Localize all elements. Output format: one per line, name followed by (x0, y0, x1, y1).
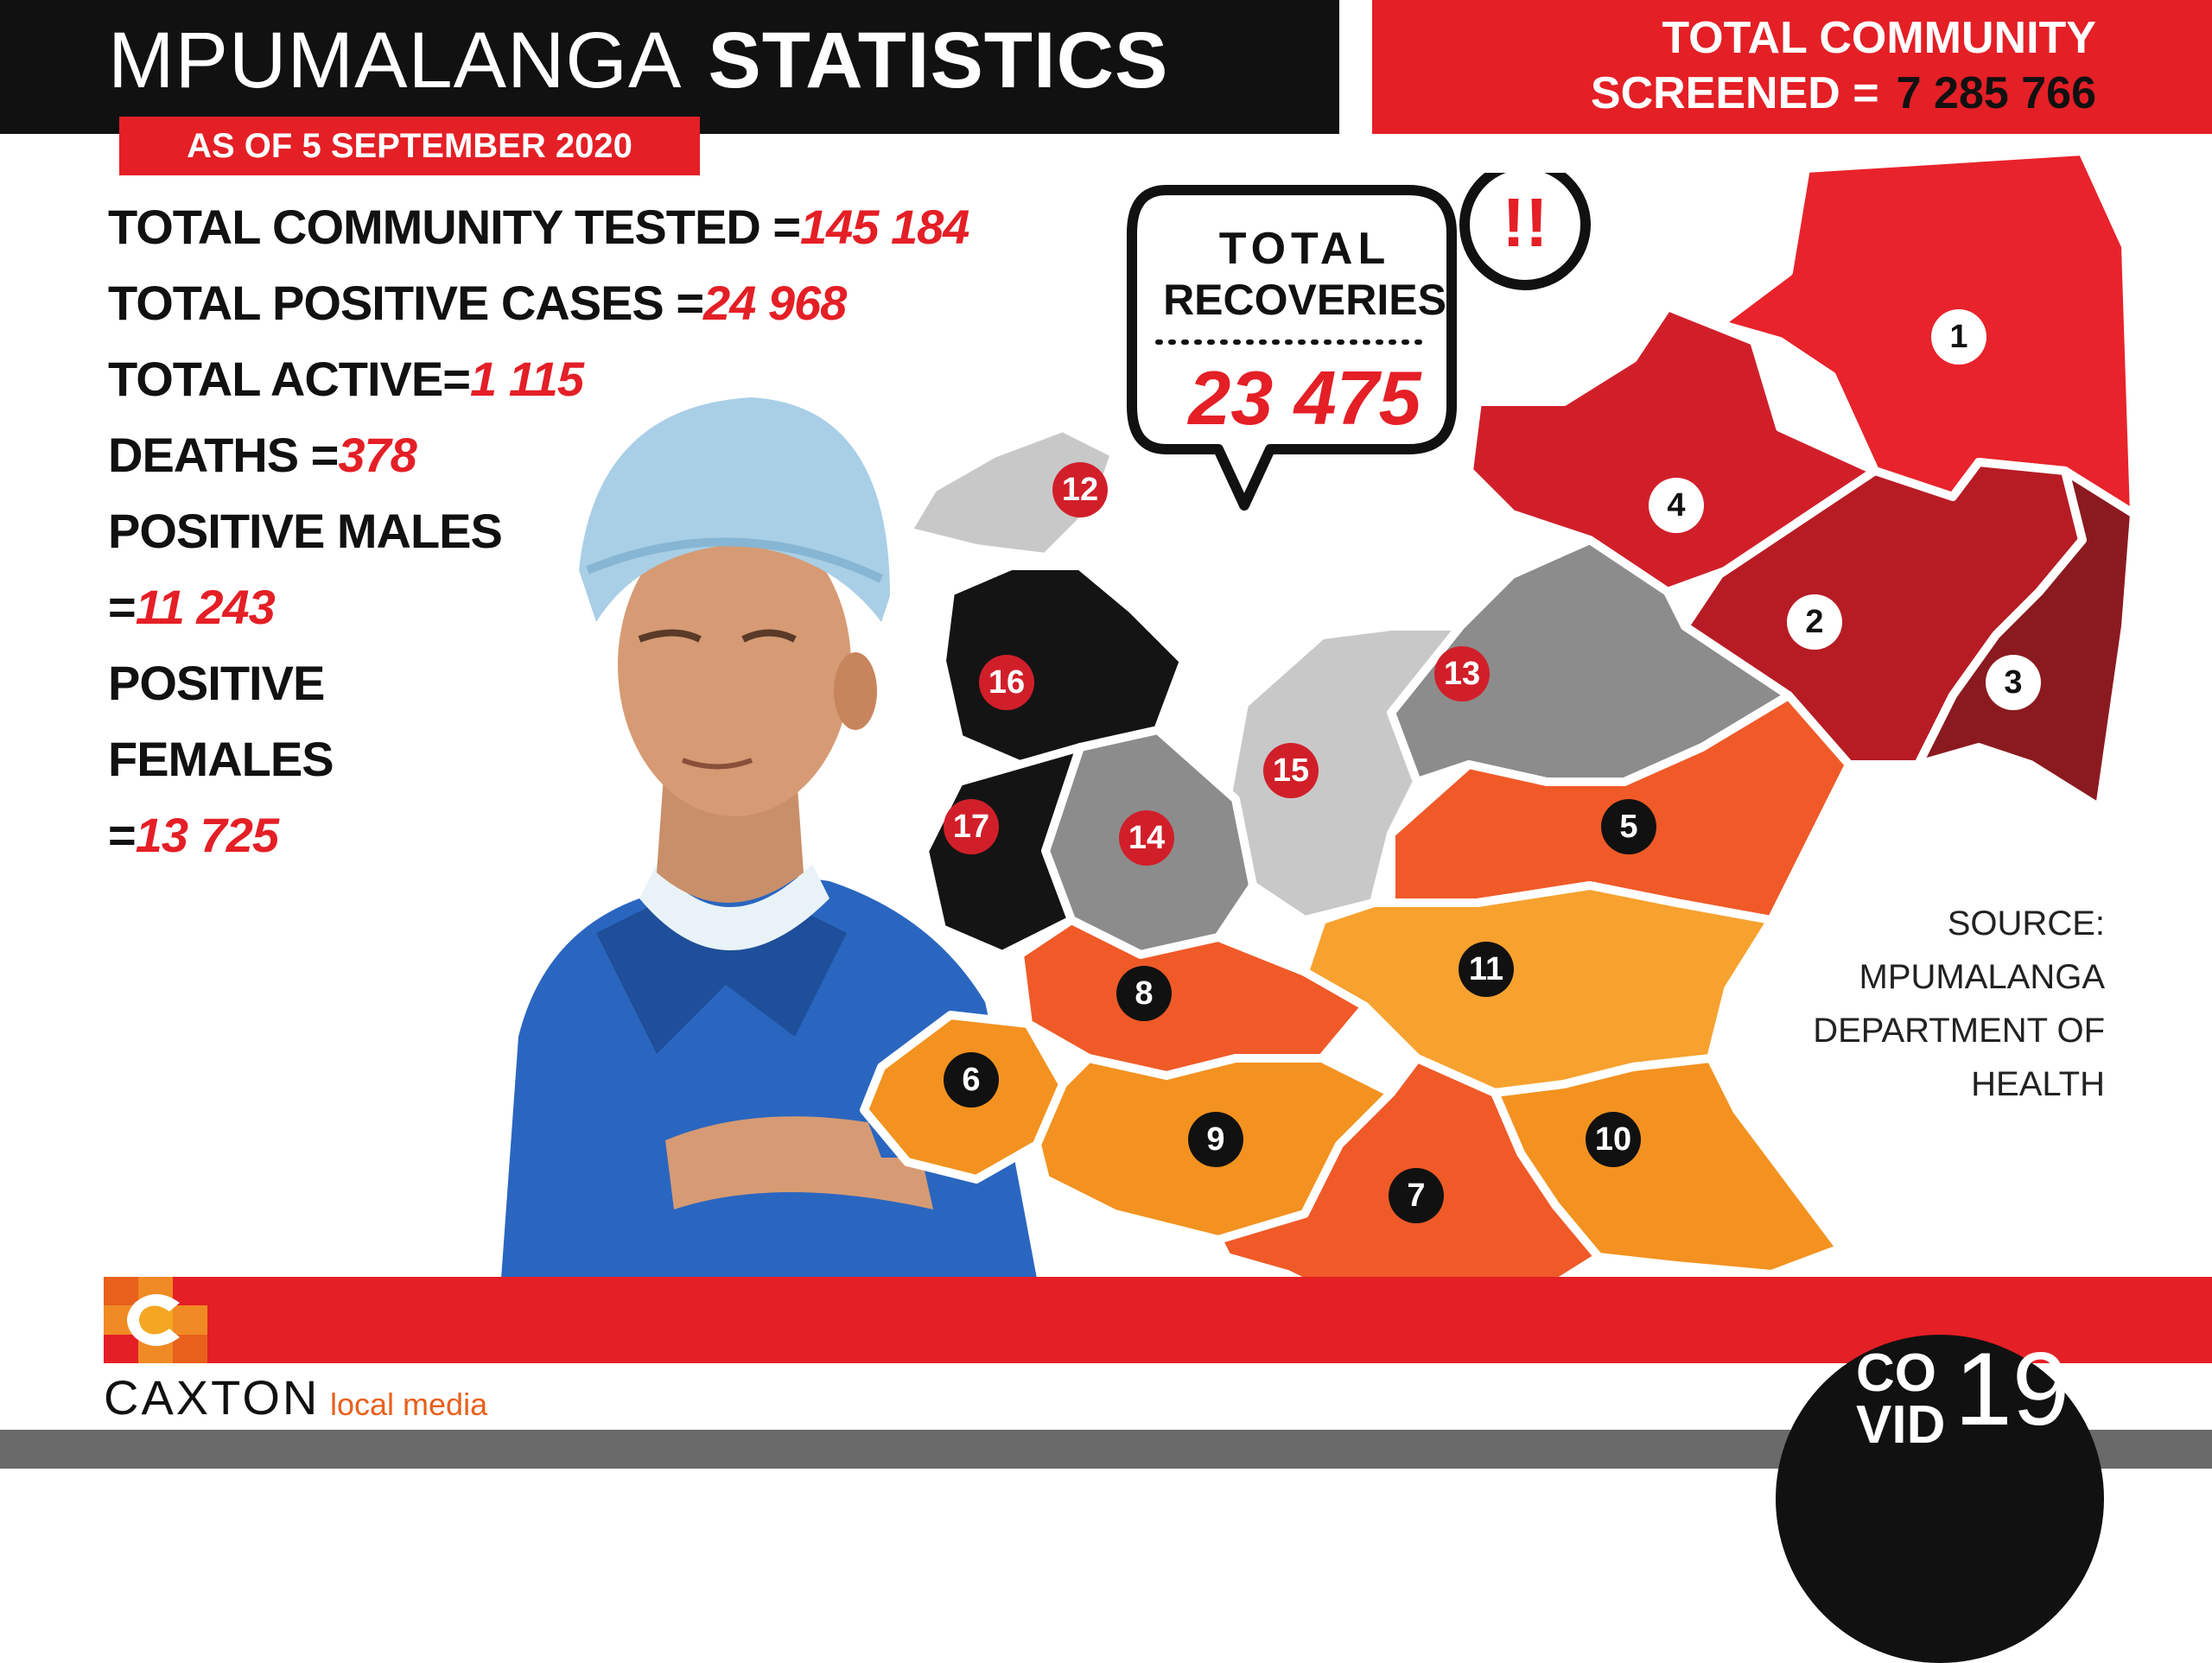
stat-value: 24 968 (703, 276, 847, 330)
stat-value: 13 725 (135, 808, 279, 862)
region-badge-8: 8 (1116, 966, 1172, 1021)
region-badge-6: 6 (944, 1052, 999, 1108)
covid-number: 19 (1955, 1331, 2070, 1447)
region-badge-5: 5 (1601, 799, 1656, 854)
screened-label-line2: SCREENED = 7 285 766 (1372, 67, 2096, 119)
region-15 (1223, 622, 1465, 924)
stat-deaths: DEATHS =378 (108, 427, 417, 483)
stat-community-tested: TOTAL COMMUNITY TESTED =145 184 (108, 199, 969, 255)
covid-top: CO (1856, 1343, 1936, 1403)
stat-label: TOTAL ACTIVE= (108, 352, 471, 406)
recoveries-label-line2: RECOVERIES (1163, 276, 1446, 324)
region-badge-17: 17 (944, 799, 999, 854)
mpumalanga-map (860, 147, 2139, 1322)
stat-label: = (108, 808, 137, 862)
recoveries-bubble (1127, 173, 1591, 511)
region-badge-9: 9 (1188, 1112, 1243, 1167)
stat-positive-males-value: =11 243 (108, 579, 276, 635)
region-badge-15: 15 (1263, 743, 1319, 798)
region-badge-4: 4 (1649, 478, 1704, 533)
region-3 (1914, 467, 2139, 812)
caxton-wordmark: CAXTON (104, 1370, 321, 1425)
source-line: MPUMALANGA (1859, 958, 2106, 996)
stat-label: FEMALES (108, 732, 334, 786)
screened-label: SCREENED = (1590, 68, 1879, 118)
title-light: MPUMALANGA (108, 16, 683, 105)
alert-circle (1459, 173, 1591, 290)
date-badge: AS OF 5 SEPTEMBER 2020 (119, 117, 700, 175)
covid-bottom: VID (1856, 1395, 1946, 1455)
caxton-logo-icon (104, 1277, 207, 1363)
region-badge-1: 1 (1931, 309, 1986, 365)
stat-value: 378 (338, 428, 416, 482)
recoveries-label-line1: TOTAL (1218, 224, 1391, 274)
region-badge-16: 16 (979, 655, 1034, 710)
region-badge-14: 14 (1119, 810, 1174, 866)
stat-value: 1 115 (469, 352, 584, 406)
stat-positive-label: POSITIVE (108, 655, 325, 711)
stat-positive-cases: TOTAL POSITIVE CASES =24 968 (108, 275, 847, 331)
stat-positive-females-value: =13 725 (108, 807, 279, 863)
source-line: HEALTH (1971, 1065, 2105, 1103)
screened-label-line1: TOTAL COMMUNITY (1662, 13, 2096, 63)
source-note: SOURCE: MPUMALANGA DEPARTMENT OF HEALTH (1745, 897, 2105, 1111)
caxton-subtitle: local media (330, 1387, 488, 1422)
stat-label: TOTAL COMMUNITY TESTED = (108, 200, 801, 254)
title-bold: STATISTICS (708, 16, 1169, 105)
region-badge-7: 7 (1389, 1168, 1444, 1223)
stat-label: TOTAL POSITIVE CASES = (108, 276, 704, 330)
region-badge-3: 3 (1986, 655, 2041, 710)
screened-value: 7 285 766 (1896, 68, 2096, 118)
region-badge-10: 10 (1586, 1112, 1641, 1167)
region-badge-11: 11 (1459, 942, 1514, 997)
doctor-image (501, 397, 1037, 1279)
page-title: MPUMALANGA STATISTICS (108, 16, 1168, 106)
stat-value: 11 243 (135, 580, 276, 634)
source-line: DEPARTMENT OF (1813, 1012, 2105, 1050)
stat-label: POSITIVE (108, 656, 325, 710)
region-badge-13: 13 (1434, 646, 1490, 701)
stat-females-label: FEMALES (108, 731, 334, 787)
stat-value: 145 184 (800, 200, 969, 254)
header-bar (0, 0, 1339, 134)
recoveries-value: 23 475 (1188, 355, 1421, 441)
alert-icon: !! (1502, 184, 1548, 261)
stat-positive-males-label: POSITIVE MALES (108, 503, 503, 559)
source-line: SOURCE: (1947, 904, 2105, 943)
stat-label: DEATHS = (108, 428, 339, 482)
stat-total-active: TOTAL ACTIVE=1 115 (108, 351, 584, 407)
region-badge-2: 2 (1787, 594, 1842, 650)
screened-box (1372, 0, 2212, 134)
stat-label: POSITIVE MALES (108, 504, 503, 558)
stat-label: = (108, 580, 137, 634)
region-8 (1015, 916, 1370, 1080)
covid-text: CO VID (1856, 1343, 1946, 1455)
region-badge-12: 12 (1052, 462, 1108, 517)
